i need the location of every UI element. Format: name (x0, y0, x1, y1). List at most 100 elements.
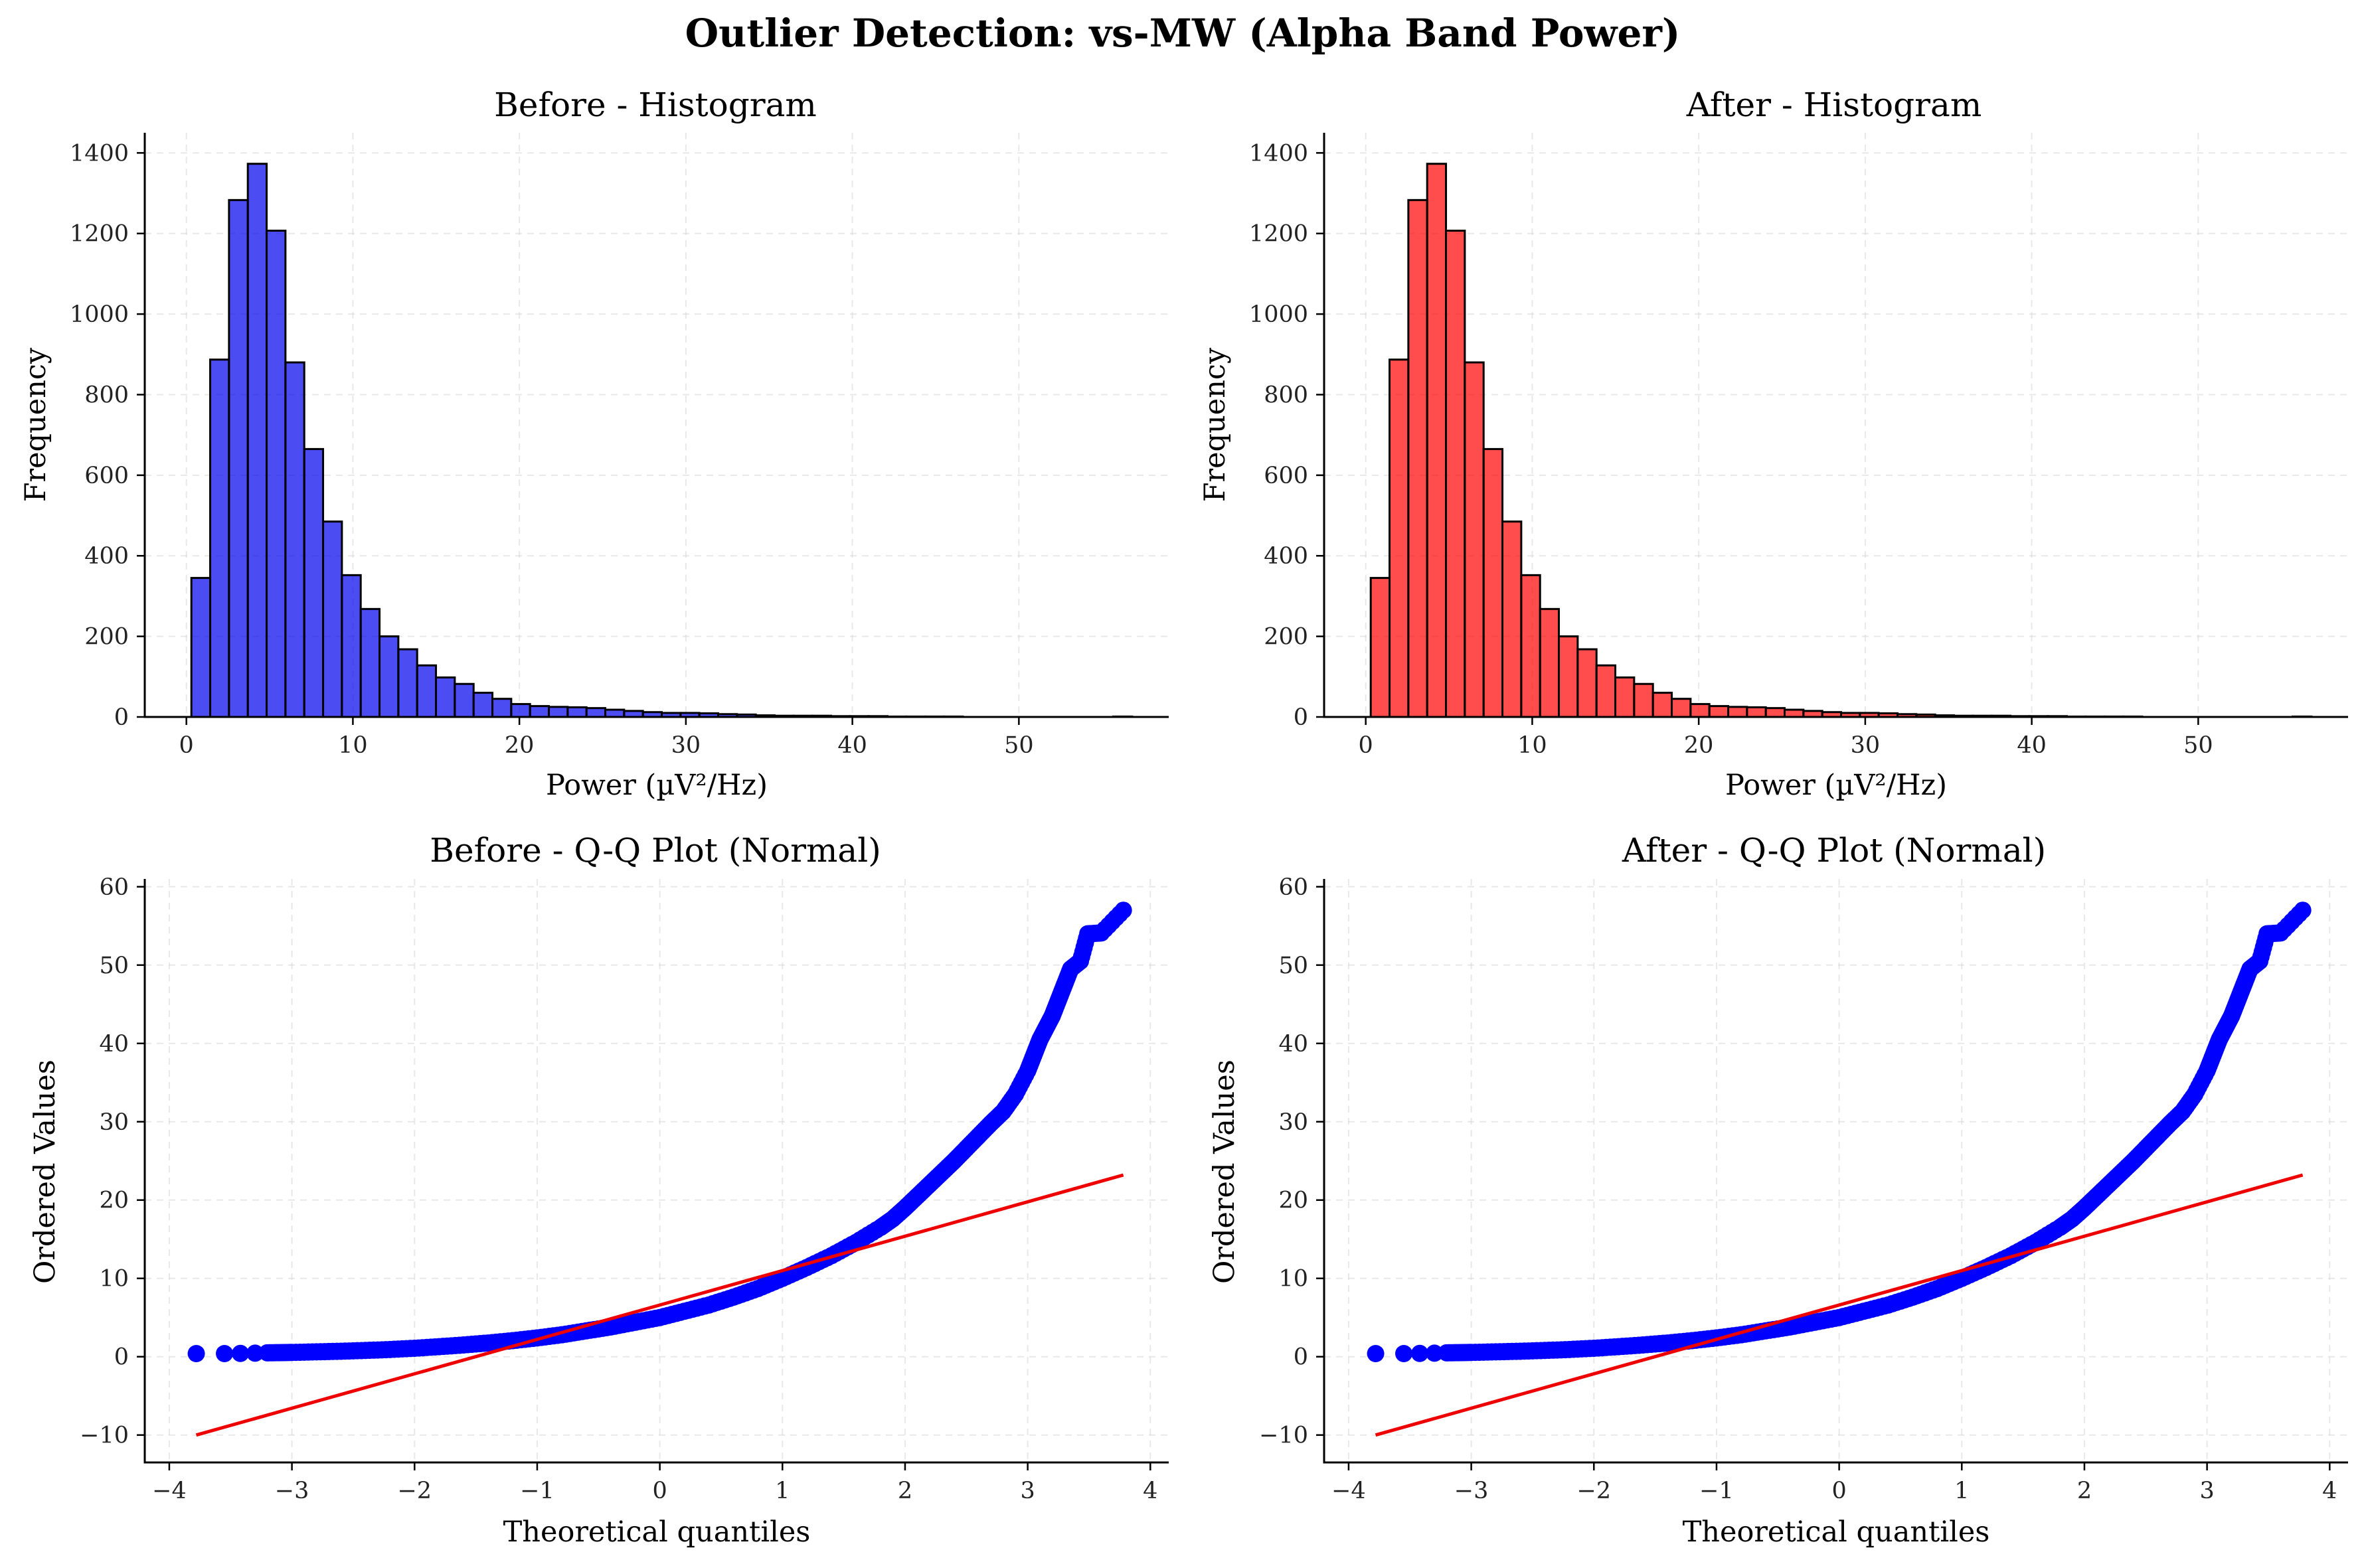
gridlines (1324, 879, 2348, 1462)
histogram-bar (1689, 703, 1711, 718)
qq-point (216, 1344, 234, 1362)
y-tick-label: 600 (1264, 463, 1308, 489)
y-tick-label: 60 (1278, 874, 1308, 901)
histogram-bar (303, 447, 325, 718)
histogram-bar (228, 198, 249, 718)
histogram-bar (1520, 574, 1541, 718)
histogram-bar (1746, 706, 1767, 718)
x-tick-label: 50 (1004, 732, 1034, 759)
histogram-bar (491, 698, 513, 718)
y-axis-label: Frequency (1199, 347, 1232, 502)
x-axis-label: Theoretical quantiles (1683, 1516, 1990, 1549)
y-tick-label: 40 (1278, 1031, 1308, 1058)
histogram-bar (341, 574, 362, 718)
figure-suptitle: Outlier Detection: vs-MW (Alpha Band Pow… (685, 11, 1681, 56)
axis-ticks: 0 10 20 30 40 50 0 200 400 600 800 1000 1200 1400 (1249, 140, 2213, 759)
x-tick-label: −1 (520, 1478, 554, 1504)
qq-point (1426, 1344, 1444, 1362)
y-tick-label: 0 (1294, 704, 1308, 731)
x-tick-label: 2 (2077, 1478, 2092, 1504)
x-tick-label: −4 (1331, 1478, 1366, 1504)
x-tick-label: 0 (179, 732, 194, 759)
x-axis-label: Theoretical quantiles (503, 1516, 811, 1549)
y-tick-label: 10 (99, 1266, 129, 1293)
x-tick-label: 0 (652, 1478, 667, 1504)
histogram-bar (379, 635, 400, 718)
y-tick-label: 1200 (70, 221, 129, 248)
y-tick-label: 800 (84, 382, 129, 408)
histogram-bar (1633, 682, 1654, 718)
y-tick-label: 30 (1278, 1109, 1308, 1136)
y-tick-label: 30 (99, 1109, 129, 1136)
qq-point (1367, 1344, 1385, 1362)
y-tick-label: 20 (1278, 1188, 1308, 1214)
histogram-bar (1389, 358, 1410, 718)
x-tick-label: 10 (1517, 732, 1547, 759)
x-tick-label: −2 (1576, 1478, 1611, 1504)
y-tick-label: 1200 (1249, 221, 1308, 248)
y-tick-label: −10 (80, 1423, 129, 1449)
histogram-bar (209, 358, 230, 718)
histogram-bar (397, 648, 418, 718)
x-tick-label: 4 (2322, 1478, 2337, 1504)
histogram-bar (1784, 708, 1805, 718)
x-tick-label: 1 (775, 1478, 790, 1504)
y-tick-label: 0 (1294, 1344, 1308, 1371)
histogram-bars (1369, 163, 2313, 718)
histogram-bar (322, 520, 343, 718)
histogram-bar (604, 708, 626, 718)
histogram-bar (548, 706, 569, 718)
panel-after-histogram: After - Histogram 0 10 20 30 40 50 0 200 400 600 8… (1199, 86, 2348, 802)
y-tick-label: 20 (99, 1188, 129, 1214)
histogram-bar (1576, 648, 1598, 718)
y-tick-label: 50 (99, 953, 129, 979)
y-tick-label: 10 (1278, 1266, 1308, 1293)
x-tick-label: −3 (1454, 1478, 1489, 1504)
x-tick-label: 30 (671, 732, 701, 759)
y-tick-label: 200 (84, 624, 129, 651)
gridlines (145, 879, 1169, 1462)
histogram-bar (1501, 520, 1523, 718)
x-axis-label: Power (µV²/Hz) (1725, 769, 1947, 802)
histogram-bar (1764, 707, 1786, 718)
x-tick-label: 4 (1143, 1478, 1157, 1504)
histogram-bar (1539, 607, 1561, 718)
qq-points (187, 902, 1132, 1437)
histogram-bar (190, 577, 212, 718)
panel-title: Before - Q-Q Plot (Normal) (430, 831, 881, 870)
histogram-bar (510, 703, 531, 718)
y-tick-label: 0 (114, 704, 129, 731)
x-tick-label: 0 (1359, 732, 1373, 759)
histogram-bar (435, 676, 456, 718)
histogram-bar (1426, 163, 1448, 718)
histogram-bar (284, 361, 305, 718)
histogram-bar (1727, 706, 1748, 718)
histogram-bar (566, 706, 588, 718)
y-tick-label: 1400 (1249, 140, 1308, 167)
histogram-bar (1558, 635, 1579, 718)
histogram-bar (1614, 676, 1636, 718)
histogram-bar (1671, 698, 1692, 718)
histogram-bar (585, 707, 607, 718)
y-tick-label: 60 (99, 874, 129, 901)
y-axis-label: Frequency (19, 347, 52, 502)
y-tick-label: 200 (1264, 624, 1308, 651)
histogram-bar (1595, 664, 1617, 718)
qq-reference-line (195, 1173, 1124, 1437)
histogram-bar (1464, 361, 1485, 718)
panel-before-qq: Before - Q-Q Plot (Normal) −4 −3 −2 −1 0 1 2 3 4… (29, 831, 1169, 1549)
y-tick-label: 40 (99, 1031, 129, 1058)
x-tick-label: 50 (2183, 732, 2213, 759)
axis-ticks: 0 10 20 30 40 50 0 200 400 600 800 1000 1200 1400 (70, 140, 1034, 759)
x-tick-label: 1 (1954, 1478, 1969, 1504)
x-tick-label: 2 (898, 1478, 912, 1504)
qq-point (1395, 1344, 1413, 1362)
x-tick-label: 20 (1684, 732, 1714, 759)
x-tick-label: 0 (1831, 1478, 1846, 1504)
x-tick-label: 40 (837, 732, 867, 759)
histogram-bar (472, 692, 494, 718)
